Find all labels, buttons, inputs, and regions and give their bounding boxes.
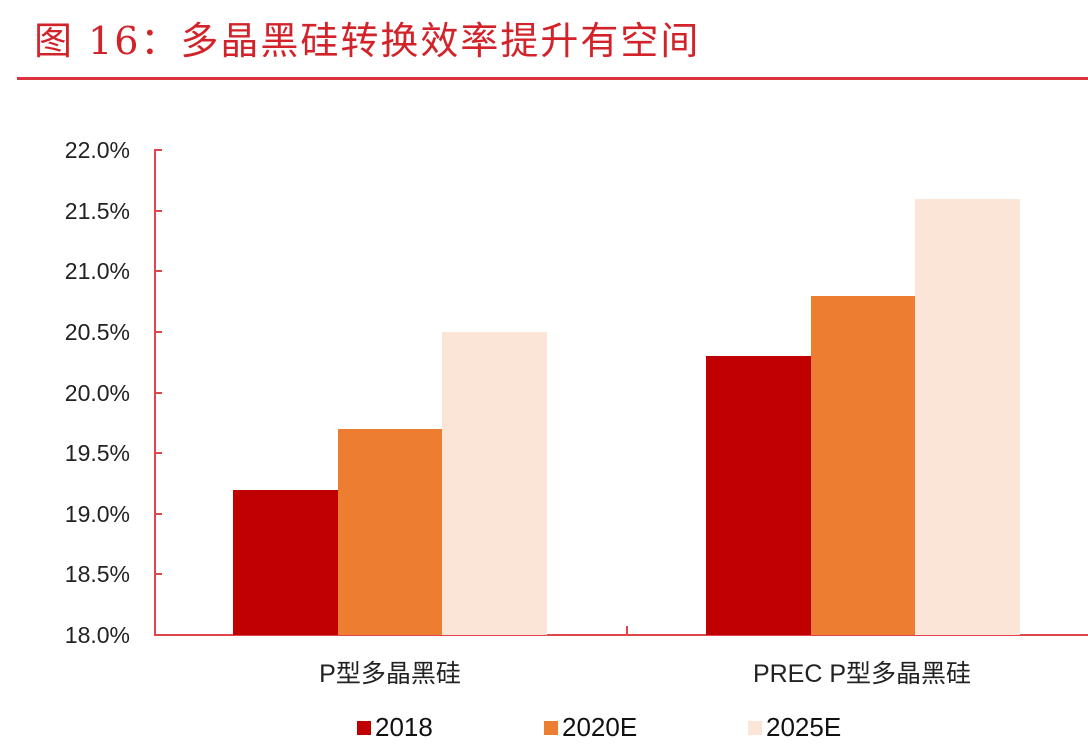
y-axis-tick (154, 573, 162, 576)
legend-label: 2018 (375, 712, 433, 742)
bar-2018-p-type (233, 489, 338, 635)
bar-2020e-p-type (337, 428, 442, 635)
y-axis-tick (154, 209, 162, 212)
y-axis-tick (154, 330, 162, 333)
legend-swatch-icon (544, 720, 558, 735)
y-axis-tick-label: 19.5% (64, 440, 130, 467)
bar-2025e-p-type (442, 331, 547, 635)
y-axis-tick-label: 21.5% (64, 197, 130, 224)
y-axis-tick-label: 19.0% (64, 500, 130, 527)
y-axis-tick-label: 18.0% (64, 622, 130, 648)
category-label-p-type: P型多晶黑硅 (319, 660, 461, 688)
bar-2025e-prec-p-type (915, 198, 1020, 635)
bar-2020e-prec-p-type (810, 295, 915, 635)
legend-item-2020e: 2020E (544, 712, 637, 743)
legend-swatch-icon (748, 720, 762, 735)
y-axis-tick-label: 22.0% (64, 137, 130, 163)
legend-swatch-icon (357, 720, 371, 735)
legend: 2018 2020E 2025E (0, 712, 1088, 744)
y-axis-tick (154, 452, 162, 455)
y-axis-tick-label: 18.5% (64, 561, 130, 588)
title-divider (17, 77, 1088, 80)
y-axis-tick (154, 634, 162, 636)
legend-item-2018: 2018 (357, 712, 433, 743)
legend-item-2025e: 2025E (748, 712, 841, 743)
bar-2018-prec-p-type (706, 356, 811, 635)
legend-label: 2025E (766, 712, 842, 742)
legend-label: 2020E (562, 712, 638, 742)
y-axis-tick-label: 20.5% (64, 318, 130, 345)
x-axis-category-divider-tick (626, 626, 628, 635)
category-label-prec-p-type: PREC P型多晶黑硅 (752, 660, 972, 688)
y-axis-tick (154, 270, 162, 273)
y-axis-tick-label: 20.0% (64, 379, 130, 406)
figure-title: 图 16：多晶黑硅转换效率提升有空间 (34, 19, 701, 63)
y-axis-tick (154, 391, 162, 394)
y-axis-tick (154, 512, 162, 515)
y-axis-tick-label: 21.0% (64, 258, 130, 285)
y-axis-tick (154, 149, 162, 151)
x-axis-line (154, 634, 1088, 636)
